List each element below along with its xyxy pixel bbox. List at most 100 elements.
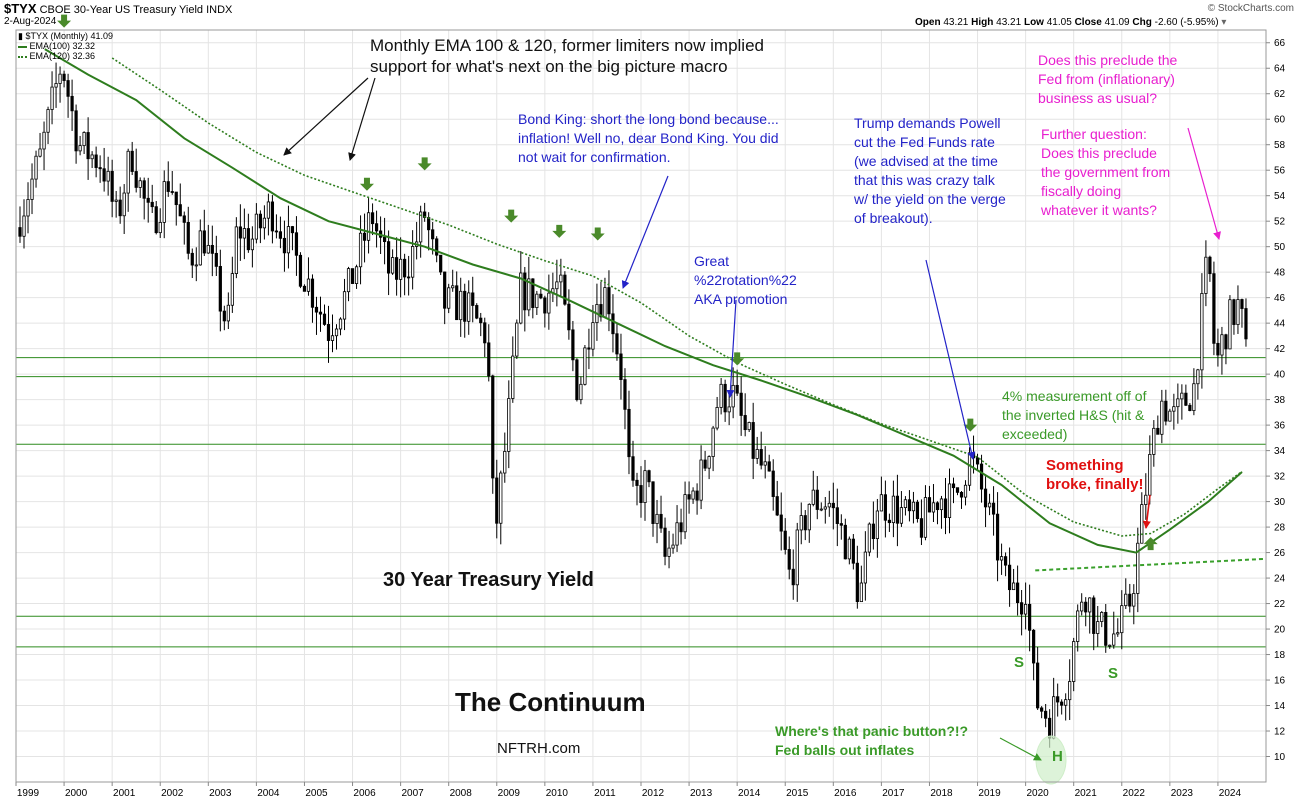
candle-body bbox=[687, 494, 691, 500]
x-tick-label: 2008 bbox=[450, 788, 473, 799]
trump-pointer bbox=[925, 259, 976, 460]
candle-body bbox=[571, 329, 575, 361]
candle-body bbox=[174, 191, 178, 206]
candle-body bbox=[935, 502, 940, 511]
candle-body bbox=[1236, 299, 1240, 325]
candle-body bbox=[835, 507, 839, 524]
candle-body bbox=[342, 291, 347, 320]
candles-layer bbox=[18, 62, 1248, 748]
shoulder-right-label: S bbox=[1108, 665, 1119, 682]
symbol-label[interactable]: $TYX bbox=[4, 1, 37, 16]
candle-body bbox=[939, 498, 944, 511]
candle-body bbox=[647, 470, 651, 483]
ema100-line bbox=[44, 48, 1243, 554]
candle-body bbox=[639, 485, 643, 503]
candle-body bbox=[471, 292, 475, 306]
watermark: © StockCharts.com bbox=[1207, 3, 1294, 14]
ohlc-readout: Open 43.21 High 43.21 Low 41.05 Close 41… bbox=[915, 17, 1226, 28]
ema-annotation: Monthly EMA 100 & 120, former limiters n… bbox=[370, 36, 764, 76]
x-tick-label: 2013 bbox=[690, 788, 713, 799]
y-tick-label: 36 bbox=[1274, 421, 1286, 432]
candle-body bbox=[1136, 542, 1140, 594]
candle-body bbox=[775, 496, 779, 516]
candle-body bbox=[1112, 633, 1116, 646]
candle-body bbox=[751, 422, 755, 459]
candle-body bbox=[78, 145, 82, 152]
candle-body bbox=[1180, 392, 1184, 400]
candle-body bbox=[1072, 641, 1076, 682]
candle-body bbox=[210, 244, 214, 254]
candle-body bbox=[226, 304, 230, 322]
candle-body bbox=[1116, 632, 1120, 635]
candle-body bbox=[154, 206, 158, 234]
y-tick-label: 28 bbox=[1274, 523, 1286, 534]
y-tick-label: 46 bbox=[1274, 293, 1286, 304]
candle-body bbox=[523, 272, 527, 311]
candle-body bbox=[651, 481, 655, 524]
candle-body bbox=[1036, 662, 1040, 709]
candle-body bbox=[851, 538, 855, 564]
candle-body bbox=[799, 515, 803, 531]
candle-body bbox=[607, 287, 611, 315]
candle-body bbox=[1232, 299, 1236, 325]
candle-body bbox=[1092, 597, 1096, 634]
y-tick-label: 24 bbox=[1274, 574, 1286, 585]
ema-pointer-b bbox=[348, 77, 376, 161]
candle-body bbox=[218, 265, 222, 312]
candle-body bbox=[242, 228, 246, 239]
x-tick-label: 2021 bbox=[1075, 788, 1098, 799]
candle-body bbox=[931, 502, 936, 513]
candle-body bbox=[1088, 597, 1092, 613]
candle-body bbox=[715, 407, 719, 429]
candle-body bbox=[883, 494, 887, 521]
candle-body bbox=[130, 150, 134, 172]
candle-body bbox=[803, 515, 807, 531]
candle-body bbox=[927, 497, 932, 513]
preclude-pointer bbox=[1187, 127, 1221, 240]
candle-body bbox=[54, 83, 58, 88]
candle-body bbox=[391, 257, 395, 274]
candle-body bbox=[795, 529, 799, 586]
candle-body bbox=[879, 494, 883, 512]
high-label: High bbox=[971, 17, 994, 28]
x-tick-label: 2009 bbox=[498, 788, 521, 799]
candle-body bbox=[1156, 427, 1160, 435]
candle-body bbox=[691, 490, 695, 500]
x-tick-label: 2016 bbox=[834, 788, 857, 799]
candle-body bbox=[1240, 299, 1244, 309]
candle-body bbox=[198, 230, 202, 266]
candle-body bbox=[346, 268, 351, 293]
candle-body bbox=[659, 513, 663, 529]
candle-body bbox=[643, 470, 647, 503]
x-tick-label: 2006 bbox=[353, 788, 376, 799]
candle-body bbox=[483, 322, 487, 344]
candle-body bbox=[330, 335, 335, 341]
candle-body bbox=[1016, 582, 1020, 604]
candle-body bbox=[583, 347, 587, 385]
candle-body bbox=[563, 274, 567, 305]
candle-body bbox=[755, 449, 759, 459]
candle-body bbox=[711, 427, 715, 457]
candle-body bbox=[38, 148, 42, 157]
candle-body bbox=[302, 285, 307, 292]
candle-body bbox=[1076, 610, 1080, 642]
ema-pointer-a bbox=[283, 77, 369, 156]
candle-body bbox=[358, 232, 363, 268]
up-arrow-icon bbox=[1143, 537, 1158, 551]
candle-body bbox=[1120, 605, 1124, 634]
dropdown-chevron-icon[interactable]: ▾ bbox=[1221, 17, 1227, 28]
y-tick-label: 40 bbox=[1274, 370, 1286, 381]
y-tick-label: 50 bbox=[1274, 242, 1286, 253]
candle-body bbox=[1216, 342, 1220, 356]
candle-body bbox=[122, 192, 126, 217]
candle-body bbox=[138, 180, 142, 188]
candle-body bbox=[911, 501, 916, 512]
candle-body bbox=[599, 304, 603, 318]
head-label: H bbox=[1052, 748, 1063, 765]
symbol-description: CBOE 30-Year US Treasury Yield INDX bbox=[39, 4, 233, 16]
candle-body bbox=[1064, 699, 1068, 706]
candle-body bbox=[1132, 593, 1136, 607]
candle-body bbox=[623, 379, 627, 410]
candle-body bbox=[983, 488, 988, 508]
candle-body bbox=[322, 313, 327, 325]
